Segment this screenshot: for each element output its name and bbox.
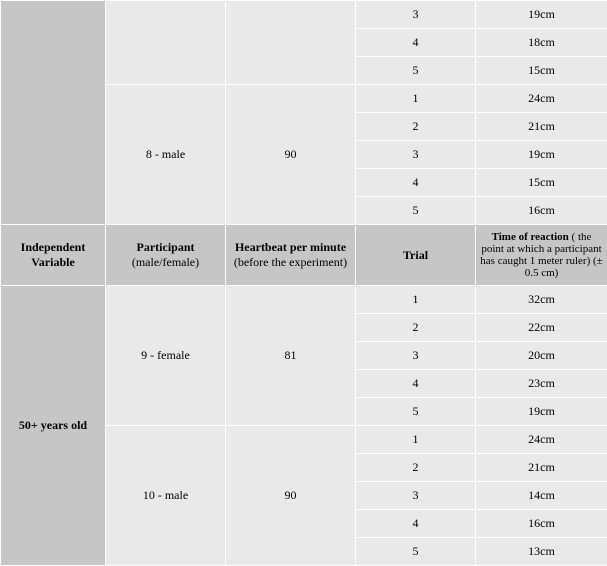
trial-n: 3 <box>356 141 476 169</box>
trial-n: 3 <box>356 482 476 510</box>
trial-n: 4 <box>356 29 476 57</box>
col-header-participant-sub: (male/female) <box>132 255 199 269</box>
trial-n: 2 <box>356 113 476 141</box>
trial-v: 18cm <box>476 29 607 57</box>
col-header-participant-bold: Participant <box>137 240 195 254</box>
trial-v: 16cm <box>476 197 607 225</box>
heartbeat-cell-a1: 90 <box>226 85 356 225</box>
trial-n: 2 <box>356 314 476 342</box>
trial-v: 15cm <box>476 57 607 85</box>
trial-n: 1 <box>356 426 476 454</box>
col-header-time-bold: Time of reaction <box>492 231 569 243</box>
trial-n: 5 <box>356 538 476 566</box>
trial-v: 22cm <box>476 314 607 342</box>
col-header-trial: Trial <box>356 225 476 286</box>
col-header-heartbeat-sub: (before the experiment) <box>234 255 347 269</box>
col-header-iv-bold: Independent Variable <box>21 240 86 269</box>
heartbeat-cell-b1: 90 <box>226 426 356 566</box>
heartbeat-cell-a0 <box>226 1 356 85</box>
trial-n: 4 <box>356 510 476 538</box>
trial-n: 1 <box>356 85 476 113</box>
col-header-participant: Participant (male/female) <box>106 225 226 286</box>
trial-n: 5 <box>356 197 476 225</box>
trial-v: 19cm <box>476 1 607 29</box>
trial-v: 23cm <box>476 370 607 398</box>
trial-v: 14cm <box>476 482 607 510</box>
trial-v: 21cm <box>476 454 607 482</box>
trial-n: 3 <box>356 1 476 29</box>
participant-cell-b1: 10 - male <box>106 426 226 566</box>
heartbeat-cell-b0: 81 <box>226 286 356 426</box>
col-header-iv: Independent Variable <box>1 225 106 286</box>
trial-v: 19cm <box>476 398 607 426</box>
experiment-table: 3 19cm 4 18cm 5 15cm 8 - male 90 1 24cm … <box>0 0 607 566</box>
trial-n: 4 <box>356 370 476 398</box>
trial-n: 4 <box>356 169 476 197</box>
iv-cell-a <box>1 1 106 225</box>
trial-n: 2 <box>356 454 476 482</box>
col-header-time: Time of reaction ( the point at which a … <box>476 225 607 286</box>
trial-v: 15cm <box>476 169 607 197</box>
trial-v: 21cm <box>476 113 607 141</box>
trial-v: 32cm <box>476 286 607 314</box>
trial-v: 13cm <box>476 538 607 566</box>
trial-v: 20cm <box>476 342 607 370</box>
iv-cell-b-text: 50+ years old <box>19 418 87 432</box>
trial-v: 24cm <box>476 426 607 454</box>
trial-n: 5 <box>356 57 476 85</box>
col-header-trial-bold: Trial <box>403 248 428 262</box>
participant-cell-b0: 9 - female <box>106 286 226 426</box>
participant-cell-a0 <box>106 1 226 85</box>
trial-v: 24cm <box>476 85 607 113</box>
trial-v: 16cm <box>476 510 607 538</box>
trial-n: 1 <box>356 286 476 314</box>
trial-n: 5 <box>356 398 476 426</box>
iv-cell-b: 50+ years old <box>1 286 106 566</box>
trial-n: 3 <box>356 342 476 370</box>
col-header-heartbeat-bold: Heartbeat per minute <box>235 240 346 254</box>
col-header-heartbeat: Heartbeat per minute (before the experim… <box>226 225 356 286</box>
trial-v: 19cm <box>476 141 607 169</box>
participant-cell-a1: 8 - male <box>106 85 226 225</box>
